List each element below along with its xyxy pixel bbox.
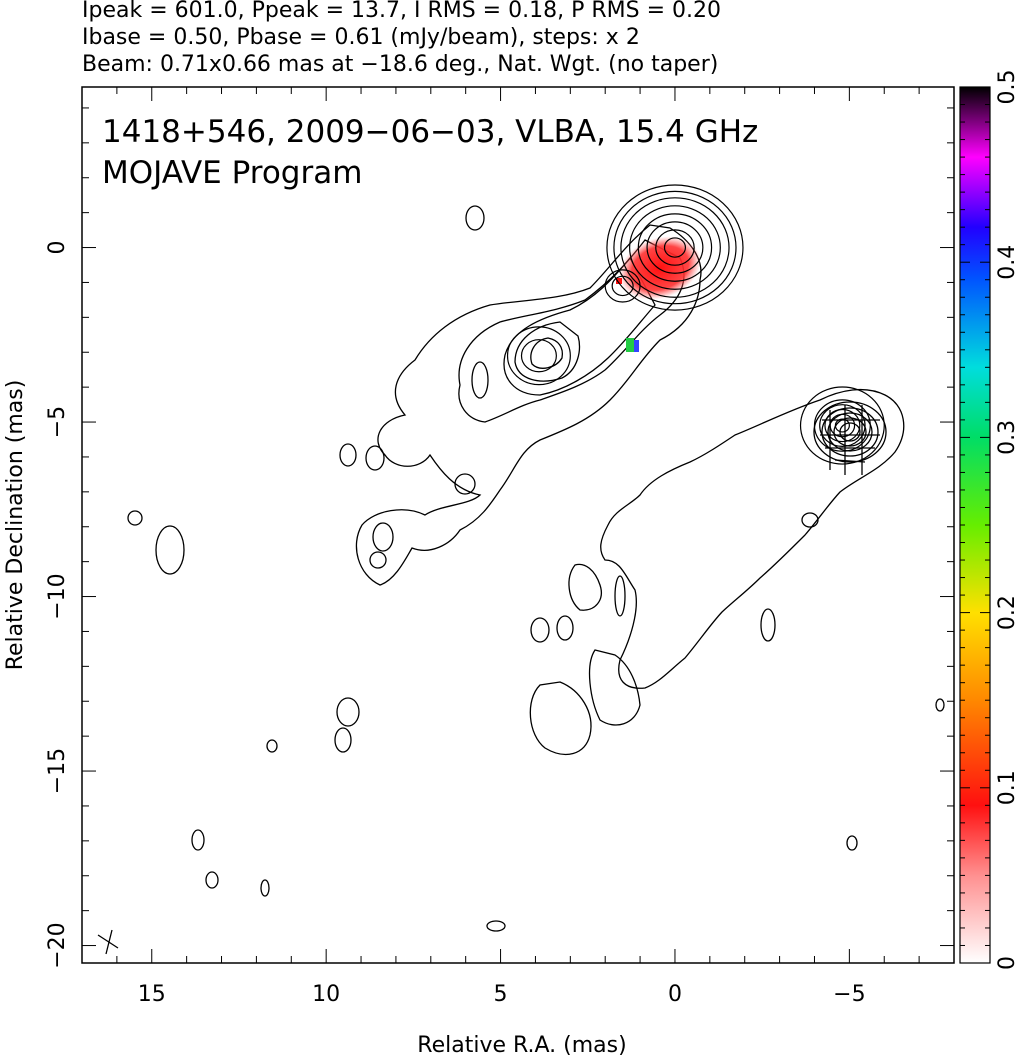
- colorbar-tick-label: 0.5: [995, 70, 1020, 105]
- jet-contour-4: [514, 321, 581, 382]
- header-line-2: Ibase = 0.50, Pbase = 0.61 (mJy/beam), s…: [82, 25, 640, 50]
- feature-3-contour-5: [799, 386, 885, 465]
- jet-contour-3: [503, 256, 656, 396]
- annotation-source: 1418+546, 2009−06−03, VLBA, 15.4 GHz: [102, 114, 758, 150]
- feature-0-contour-4: [629, 205, 721, 290]
- header-line-1: Ipeak = 601.0, Ppeak = 13.7, I RMS = 0.1…: [82, 0, 721, 23]
- extended-contour: [600, 388, 905, 689]
- polarization-pixel-c: [616, 278, 622, 284]
- header-line-3: Beam: 0.71x0.66 mas at −18.6 deg., Nat. …: [82, 52, 719, 77]
- x-tick-label: 15: [138, 982, 166, 1007]
- x-tick-label: −5: [833, 982, 865, 1007]
- x-axis: 15 10 5 0 −5: [81, 87, 955, 1007]
- x-tick-label: 0: [668, 982, 682, 1007]
- feature-3-contour-3: [819, 404, 866, 447]
- feature-3-contour-4: [813, 399, 871, 452]
- y-tick-label: −20: [45, 922, 70, 968]
- feature-0-contour-6: [613, 190, 737, 305]
- y-tick-label: −10: [45, 573, 70, 619]
- polarization-pixel-b: [634, 340, 639, 352]
- feature-0-contour-7: [606, 184, 744, 311]
- y-tick-label: −5: [45, 406, 70, 438]
- lower-patches: [127, 205, 945, 932]
- polarization-pixel-a: [626, 338, 634, 352]
- jet-contour-5: [530, 337, 564, 369]
- feature-2-contour-0: [520, 339, 557, 373]
- y-axis-title: Relative Declination (mas): [3, 380, 28, 671]
- feature-3-contour-2: [824, 408, 861, 443]
- feature-1-contour-0: [611, 275, 634, 297]
- colorbar-tick-label: 0.3: [995, 420, 1020, 455]
- y-axis: 0 −5 −10 −15 −20: [45, 107, 954, 969]
- y-tick-label: −15: [45, 748, 70, 794]
- jet-contour-2: [458, 239, 685, 423]
- feature-1-contour-1: [604, 269, 641, 303]
- colorbar-ticks: 0 0.1 0.2 0.3 0.4 0.5: [960, 70, 1020, 970]
- colorbar-tick-label: 0.1: [995, 770, 1020, 805]
- y-tick-label: 0: [45, 241, 70, 255]
- beam-marker: [97, 929, 119, 955]
- colorbar-tick-label: 0.2: [995, 595, 1020, 630]
- feature-0-contour-5: [620, 197, 730, 298]
- contour-map: [127, 184, 945, 932]
- x-tick-label: 10: [312, 982, 340, 1007]
- secondary-component: [813, 401, 887, 475]
- feature-0-contour-2: [646, 221, 704, 274]
- feature-3-contour-1: [829, 413, 856, 438]
- annotation-program: MOJAVE Program: [102, 155, 362, 191]
- jet-contour-outer: [355, 224, 702, 586]
- x-axis-title: Relative R.A. (mas): [417, 1033, 626, 1058]
- feature-0-contour-1: [655, 229, 695, 266]
- feature-0-contour-3: [637, 213, 713, 282]
- colorbar-tick-label: 0: [995, 956, 1020, 970]
- feature-3-contour-0: [834, 418, 850, 433]
- x-tick-label: 5: [494, 982, 508, 1007]
- plot-frame: [81, 86, 955, 964]
- colorbar-tick-label: 0.4: [995, 245, 1020, 280]
- feature-2-contour-1: [506, 326, 571, 386]
- feature-0-contour-0: [663, 237, 687, 258]
